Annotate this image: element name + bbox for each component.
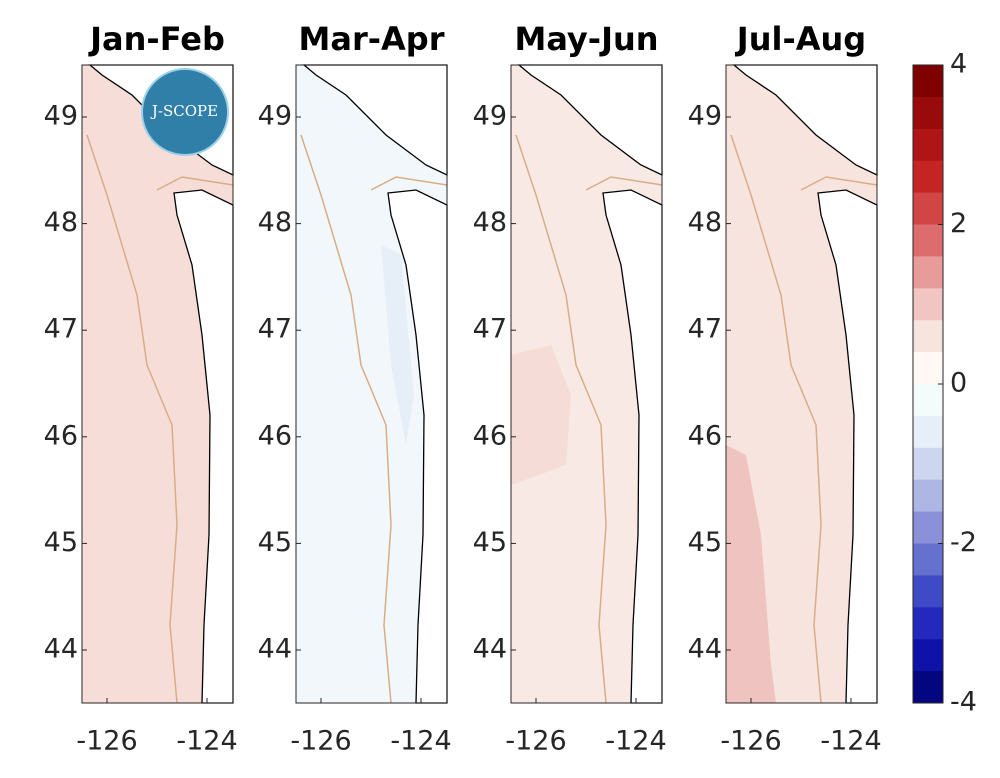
y-tick-label: 45 (258, 527, 292, 558)
y-tick-label: 47 (688, 314, 722, 345)
y-tick-label: 45 (473, 527, 507, 558)
panel-title: Mar-Apr (299, 20, 445, 58)
x-tick-label: -126 (76, 726, 137, 757)
y-tick-label: 46 (473, 420, 507, 451)
colorbar-segment (913, 256, 943, 289)
colorbar-segment (913, 575, 943, 608)
land (602, 189, 663, 704)
land (387, 189, 448, 704)
y-tick-label: 45 (44, 527, 78, 558)
colorbar-label: -2 (950, 527, 977, 558)
colorbar-segment (913, 96, 943, 130)
y-tick-label: 44 (688, 634, 722, 665)
shelf-contour (86, 134, 178, 704)
x-tick-label: -124 (176, 726, 237, 757)
shelf-contour (300, 134, 392, 704)
map-panel (510, 64, 663, 704)
y-tick-label: 46 (258, 420, 292, 451)
y-tick-label: 48 (258, 207, 292, 238)
colorbar-label: 2 (950, 208, 967, 239)
map-panel (81, 64, 234, 704)
x-tick-label: -126 (720, 726, 781, 757)
anomaly-patch (726, 445, 776, 703)
x-tick-label: -124 (390, 726, 451, 757)
x-tick-label: -124 (820, 726, 881, 757)
y-tick-label: 47 (473, 314, 507, 345)
colorbar-segment (913, 320, 943, 353)
y-tick-label: 47 (258, 314, 292, 345)
colorbar-segment (913, 415, 943, 449)
land (817, 189, 878, 704)
y-tick-label: 44 (258, 634, 292, 665)
x-tick-label: -126 (290, 726, 351, 757)
map-panel (725, 64, 878, 704)
colorbar-segment (913, 543, 943, 576)
colorbar-segment (913, 224, 943, 257)
panel-title: Jul-Aug (735, 20, 866, 58)
logo-text: J-SCOPE (150, 102, 218, 120)
colorbar-segment (913, 447, 943, 481)
colorbar-segment (913, 639, 943, 672)
y-tick-label: 46 (44, 420, 78, 451)
x-tick-label: -126 (505, 726, 566, 757)
map-panel (295, 64, 448, 704)
x-tick-label: -124 (605, 726, 666, 757)
anomaly-patch (381, 245, 414, 445)
y-tick-label: 45 (688, 527, 722, 558)
colorbar-segment (913, 511, 943, 544)
y-tick-label: 47 (44, 314, 78, 345)
anomaly-patch (511, 345, 571, 485)
y-tick-label: 49 (258, 101, 292, 132)
y-tick-label: 44 (44, 634, 78, 665)
panel-frame (725, 64, 878, 704)
panel-frame (510, 64, 663, 704)
logo (141, 68, 229, 156)
shelf-contour (515, 134, 607, 704)
y-tick-label: 44 (473, 634, 507, 665)
colorbar-segment (913, 128, 943, 162)
y-tick-label: 48 (688, 207, 722, 238)
colorbar-segment (913, 671, 943, 704)
shelf-contour (730, 134, 822, 704)
y-tick-label: 46 (688, 420, 722, 451)
y-tick-label: 49 (473, 101, 507, 132)
land (173, 189, 234, 704)
colorbar-segment (913, 192, 943, 225)
colorbar-label: 4 (950, 49, 967, 80)
colorbar-segment (913, 288, 943, 321)
panel-frame (81, 64, 234, 704)
colorbar-segment (913, 352, 943, 385)
colorbar-segment (913, 160, 943, 194)
y-tick-label: 48 (44, 207, 78, 238)
colorbar-segment (913, 384, 943, 417)
colorbar-segment (913, 65, 943, 98)
colorbar-label: 0 (950, 368, 967, 399)
colorbar-segment (913, 607, 943, 640)
panel-frame (295, 64, 448, 704)
y-tick-label: 48 (473, 207, 507, 238)
panel-title: May-Jun (514, 20, 658, 58)
colorbar-label: -4 (950, 687, 977, 718)
colorbar-segment (913, 479, 943, 513)
y-tick-label: 49 (688, 101, 722, 132)
panel-title: Jan-Feb (88, 20, 225, 58)
y-tick-label: 49 (44, 101, 78, 132)
